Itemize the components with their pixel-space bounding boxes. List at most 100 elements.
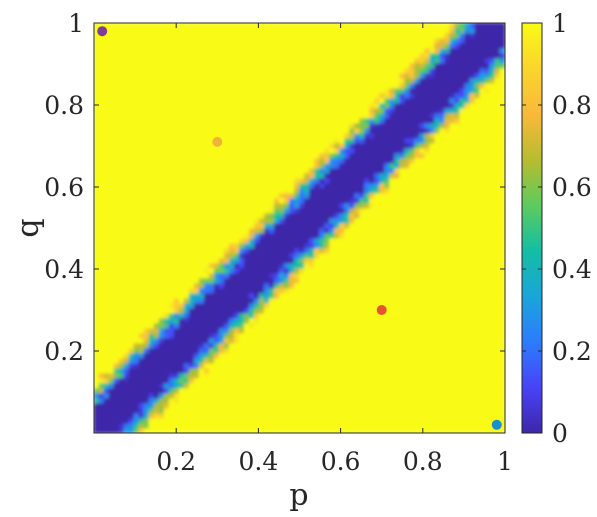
heat-cell [374, 97, 381, 104]
heat-cell [208, 277, 215, 284]
heat-cell [344, 257, 351, 264]
heat-cell [133, 382, 140, 389]
heat-cell [334, 52, 340, 59]
heat-cell [218, 282, 225, 289]
heat-cell [354, 422, 361, 429]
heat-cell [118, 257, 125, 264]
heat-cell [269, 127, 275, 134]
heat-cell [238, 417, 245, 424]
heat-cell [259, 62, 265, 69]
heat-cell [228, 57, 235, 64]
heat-cell [389, 202, 396, 209]
heat-cell [339, 362, 346, 369]
heat-cell [233, 372, 240, 379]
heat-cell [213, 357, 220, 364]
heat-cell [379, 122, 386, 129]
heat-cell [364, 347, 371, 354]
heat-cell [133, 167, 140, 174]
heat-cell [294, 182, 300, 189]
heat-cell [213, 412, 220, 419]
heat-cell [304, 312, 310, 319]
heat-cell [133, 67, 140, 74]
heat-cell [118, 32, 125, 39]
heat-cell [269, 337, 275, 344]
heat-cell [324, 232, 330, 239]
heat-cell [153, 302, 160, 309]
heat-cell [173, 112, 180, 119]
heat-cell [309, 112, 315, 119]
heat-cell [259, 342, 265, 349]
heat-cell [248, 122, 255, 129]
heat-cell [253, 42, 260, 49]
heat-cell [324, 387, 330, 394]
heat-cell [394, 67, 401, 74]
heat-cell [123, 332, 130, 339]
heat-cell [364, 137, 371, 144]
heat-cell [259, 242, 265, 249]
heat-cell [213, 267, 220, 274]
heat-cell [248, 147, 255, 154]
heat-cell [264, 372, 270, 379]
heat-cell [389, 322, 396, 329]
heat-cell [374, 392, 381, 399]
heat-cell [103, 152, 110, 159]
heat-cell [389, 62, 396, 69]
heat-cell [309, 267, 315, 274]
heat-cell [158, 402, 165, 409]
heat-cell [143, 347, 150, 354]
heat-cell [339, 72, 346, 79]
heat-cell [344, 167, 351, 174]
heat-cell [284, 427, 290, 433]
heat-cell [269, 382, 275, 389]
heat-cell [294, 197, 300, 204]
heat-cell [158, 357, 165, 364]
heat-cell [223, 227, 230, 234]
heat-cell [299, 152, 305, 159]
heat-cell [198, 342, 205, 349]
heat-cell [294, 337, 300, 344]
heat-cell [344, 117, 351, 124]
heat-cell [168, 352, 175, 359]
heat-cell [359, 342, 366, 349]
heat-cell [339, 247, 346, 254]
heat-cell [133, 332, 140, 339]
heat-cell [264, 52, 270, 59]
heat-cell [339, 107, 346, 114]
heat-cell [359, 417, 366, 424]
heat-cell [128, 137, 135, 144]
heat-cell [243, 227, 250, 234]
heat-cell [118, 252, 125, 259]
heat-cell [319, 37, 325, 44]
heat-cell [379, 402, 386, 409]
heat-cell [188, 27, 195, 34]
heat-cell [314, 47, 320, 54]
heat-cell [143, 422, 150, 429]
heat-cell [284, 187, 290, 194]
heat-cell [103, 87, 110, 94]
heat-cell [389, 117, 396, 124]
heat-cell [223, 372, 230, 379]
heat-cell [359, 217, 366, 224]
heat-cell [98, 312, 105, 319]
heat-cell [339, 147, 346, 154]
heat-cell [264, 92, 270, 99]
heat-cell [94, 212, 100, 219]
heat-cell [168, 282, 175, 289]
heat-cell [339, 207, 346, 214]
heat-cell [213, 152, 220, 159]
heat-cell [243, 397, 250, 404]
heat-cell [359, 72, 366, 79]
heat-cell [118, 407, 125, 414]
heat-cell [123, 347, 130, 354]
heat-cell [304, 222, 310, 229]
heat-cell [118, 227, 125, 234]
heat-cell [394, 82, 401, 89]
heat-cell [299, 262, 305, 269]
heat-cell [284, 347, 290, 354]
heat-cell [364, 152, 371, 159]
heat-cell [309, 397, 315, 404]
heat-cell [309, 412, 315, 419]
heat-cell [274, 372, 280, 379]
heat-cell [223, 412, 230, 419]
heat-cell [208, 222, 215, 229]
